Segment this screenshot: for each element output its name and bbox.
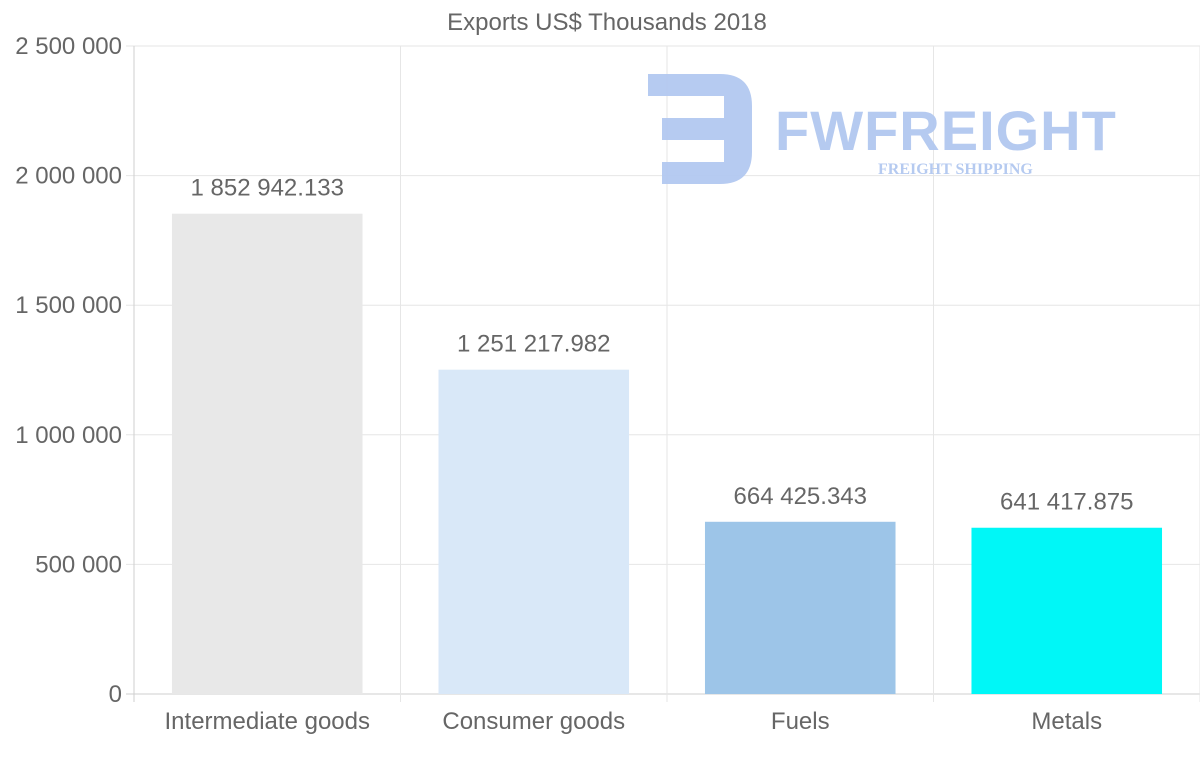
value-label: 664 425.343 <box>734 483 867 510</box>
x-tick-label: Intermediate goods <box>165 708 370 735</box>
watermark-tagline: FREIGHT SHIPPING <box>878 161 1033 178</box>
value-labels: 1 852 942.133 1 251 217.982 664 425.343 641… <box>191 175 1134 516</box>
y-tick-label: 1 500 000 <box>15 292 122 319</box>
value-label: 1 852 942.133 <box>191 175 344 202</box>
chart-title: Exports US$ Thousands 2018 <box>447 9 767 36</box>
x-tick-label: Fuels <box>771 708 830 735</box>
y-tick-label: 1 000 000 <box>15 422 122 449</box>
y-tick-label: 500 000 <box>35 551 122 578</box>
bar-consumer-goods <box>438 369 630 694</box>
value-label: 1 251 217.982 <box>457 331 610 358</box>
x-tick-label: Metals <box>1031 708 1102 735</box>
fwfreight-logo-icon <box>648 74 752 184</box>
watermark-name: FWFREIGHT <box>775 99 1117 162</box>
bar-intermediate-goods <box>171 213 363 694</box>
y-tick-label: 0 <box>109 681 122 708</box>
x-axis: Intermediate goods Consumer goods Fuels Met… <box>165 708 1103 735</box>
y-tick-label: 2 500 000 <box>15 33 122 60</box>
bar-series <box>171 213 1163 694</box>
x-tick-label: Consumer goods <box>442 708 625 735</box>
watermark-logo: FWFREIGHT FREIGHT SHIPPING <box>648 74 1117 184</box>
bar-metals <box>971 527 1163 694</box>
y-tick-label: 2 000 000 <box>15 163 122 190</box>
y-axis: 0 500 000 1 000 000 1 500 000 2 000 000 2 500… <box>15 33 122 708</box>
value-label: 641 417.875 <box>1000 489 1133 516</box>
bar-fuels <box>704 521 896 694</box>
